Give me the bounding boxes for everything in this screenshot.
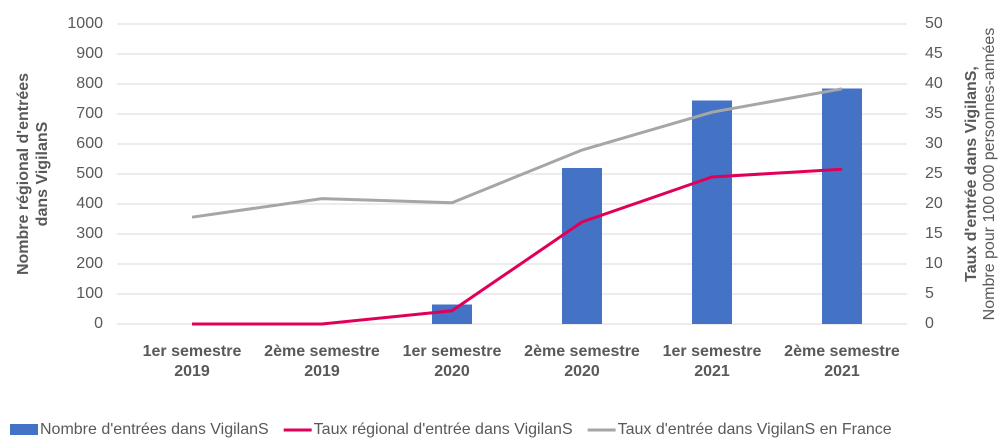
y-tick-label: 100	[76, 285, 103, 302]
line	[192, 167, 843, 326]
y2-tick-label: 25	[925, 165, 943, 182]
legend-label: Taux régional d'entrée dans VigilanS	[314, 421, 573, 438]
x-tick-label: 1er semestre 2020	[402, 343, 502, 380]
y2-tick-label: 20	[925, 195, 943, 212]
x-tick-label: 2ème semestre 2020	[524, 343, 640, 380]
bar	[562, 168, 602, 324]
y2-tick-label: 15	[925, 225, 943, 242]
y-tick-label: 500	[76, 165, 103, 182]
y2-tick-label: 0	[925, 315, 934, 332]
legend-label: Taux d'entrée dans VigilanS en France	[618, 421, 892, 438]
y2-tick-label: 5	[925, 285, 934, 302]
legend-label: Nombre d'entrées dans VigilanS	[40, 421, 269, 438]
y2-tick-label: 30	[925, 135, 943, 152]
bar	[692, 100, 732, 324]
y2-axis-label: Nombre pour 100 000 personnes-années	[981, 28, 998, 321]
y-tick-label: 800	[76, 75, 103, 92]
y2-axis-label-bold: Taux d'entrée dans VigilanS,	[963, 66, 980, 282]
y-tick-label: 600	[76, 135, 103, 152]
bar	[432, 304, 472, 324]
y-tick-label: 0	[94, 315, 103, 332]
legend-swatch	[10, 424, 38, 435]
y-tick-label: 200	[76, 255, 103, 272]
y2-tick-label: 45	[925, 45, 943, 62]
y-tick-label: 700	[76, 105, 103, 122]
y2-tick-label: 40	[925, 75, 943, 92]
y-tick-label: 1000	[67, 15, 103, 32]
x-tick-label: 1er semestre 2021	[662, 343, 762, 380]
y2-tick-label: 50	[925, 15, 943, 32]
y2-tick-label: 35	[925, 105, 943, 122]
x-tick-label: 1er semestre 2019	[142, 343, 242, 380]
y2-tick-label: 10	[925, 255, 943, 272]
y-tick-label: 300	[76, 225, 103, 242]
y-axis-label: Nombre régional d'entrées dans VigilanS	[15, 72, 51, 276]
y-tick-label: 400	[76, 195, 103, 212]
y-tick-label: 900	[76, 45, 103, 62]
bar	[822, 88, 862, 324]
line	[191, 87, 843, 219]
x-tick-label: 2ème semestre 2019	[264, 343, 380, 380]
x-tick-label: 2ème semestre 2021	[784, 343, 900, 380]
